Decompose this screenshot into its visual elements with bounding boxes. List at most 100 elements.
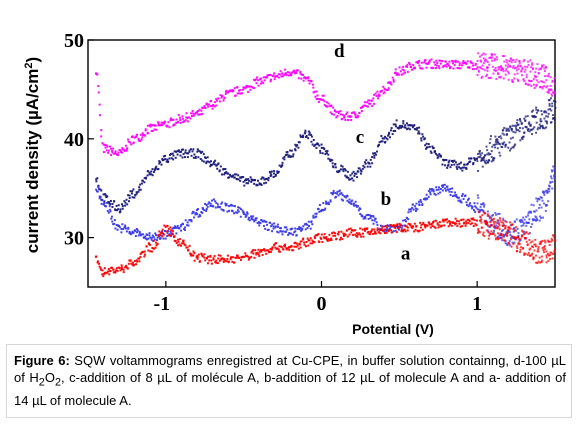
data-point: [179, 119, 182, 122]
data-point: [247, 182, 250, 185]
data-point: [257, 248, 260, 251]
data-point: [176, 153, 179, 156]
data-point: [124, 144, 127, 147]
data-point: [505, 221, 508, 224]
data-point: [459, 199, 462, 202]
data-point: [495, 213, 498, 216]
data-point: [491, 218, 494, 221]
data-point: [212, 162, 215, 165]
data-point: [208, 201, 211, 204]
data-point: [345, 175, 348, 178]
data-point: [256, 184, 259, 187]
data-point: [236, 211, 239, 214]
data-point: [537, 109, 540, 112]
data-point: [316, 94, 319, 97]
data-point: [284, 243, 287, 246]
data-point: [510, 236, 513, 239]
data-point: [212, 258, 215, 261]
data-point: [206, 156, 209, 159]
data-point: [289, 246, 292, 249]
data-point: [215, 261, 218, 264]
data-point: [172, 158, 175, 161]
data-point: [371, 228, 374, 231]
data-point: [193, 216, 196, 219]
data-point: [260, 177, 263, 180]
data-point: [263, 219, 266, 222]
data-point: [400, 73, 403, 76]
data-point: [330, 239, 333, 242]
data-point: [259, 250, 262, 253]
data-point: [329, 160, 332, 163]
data-point: [127, 138, 130, 141]
data-point: [313, 241, 316, 244]
data-point: [531, 219, 534, 222]
data-point: [506, 70, 509, 73]
data-point: [130, 262, 133, 265]
data-point: [273, 170, 276, 173]
data-point: [267, 176, 270, 179]
data-point: [491, 56, 494, 59]
data-point: [355, 205, 358, 208]
data-point: [482, 231, 485, 234]
data-point: [494, 226, 497, 229]
data-point: [541, 199, 544, 202]
data-point: [472, 67, 475, 70]
data-point: [388, 81, 391, 84]
data-point: [425, 62, 428, 65]
data-point: [173, 235, 176, 238]
data-point: [449, 166, 452, 169]
data-point: [347, 115, 350, 118]
data-point: [433, 61, 436, 64]
data-point: [186, 224, 189, 227]
data-point: [303, 243, 306, 246]
data-point: [239, 92, 242, 95]
data-point: [403, 229, 406, 232]
data-point: [536, 219, 539, 222]
data-point: [504, 145, 507, 148]
data-point: [420, 61, 423, 64]
data-point: [373, 156, 376, 159]
data-point: [188, 244, 191, 247]
data-point: [132, 231, 135, 234]
data-point: [539, 215, 542, 218]
data-point: [431, 67, 434, 70]
data-point: [143, 255, 146, 258]
data-point: [264, 178, 267, 181]
plot-area-border: [87, 39, 556, 288]
data-point: [111, 149, 114, 152]
data-point: [475, 157, 478, 160]
data-point: [509, 227, 512, 230]
data-point: [302, 136, 305, 139]
data-point: [224, 168, 227, 171]
data-point: [375, 221, 378, 224]
data-point: [449, 222, 452, 225]
data-point: [210, 262, 213, 265]
data-point: [302, 134, 305, 137]
data-point: [334, 232, 337, 235]
data-point: [384, 135, 387, 138]
data-point: [494, 234, 497, 237]
data-point: [478, 149, 481, 152]
data-point: [326, 105, 329, 108]
data-point: [540, 196, 543, 199]
data-point: [236, 178, 239, 181]
data-point: [530, 80, 533, 83]
data-point: [414, 228, 417, 231]
data-point: [250, 251, 253, 254]
data-point: [517, 79, 520, 82]
data-point: [166, 232, 169, 235]
data-point: [445, 65, 448, 68]
data-point: [357, 114, 360, 117]
data-point: [300, 240, 303, 243]
data-point: [487, 237, 490, 240]
data-point: [321, 208, 324, 211]
data-point: [554, 100, 557, 103]
data-point: [524, 65, 527, 68]
data-point: [292, 233, 295, 236]
data-point: [211, 107, 214, 110]
data-point: [551, 239, 554, 242]
data-point: [280, 230, 283, 233]
data-point: [513, 124, 516, 127]
data-point: [492, 72, 495, 75]
data-point: [204, 202, 207, 205]
